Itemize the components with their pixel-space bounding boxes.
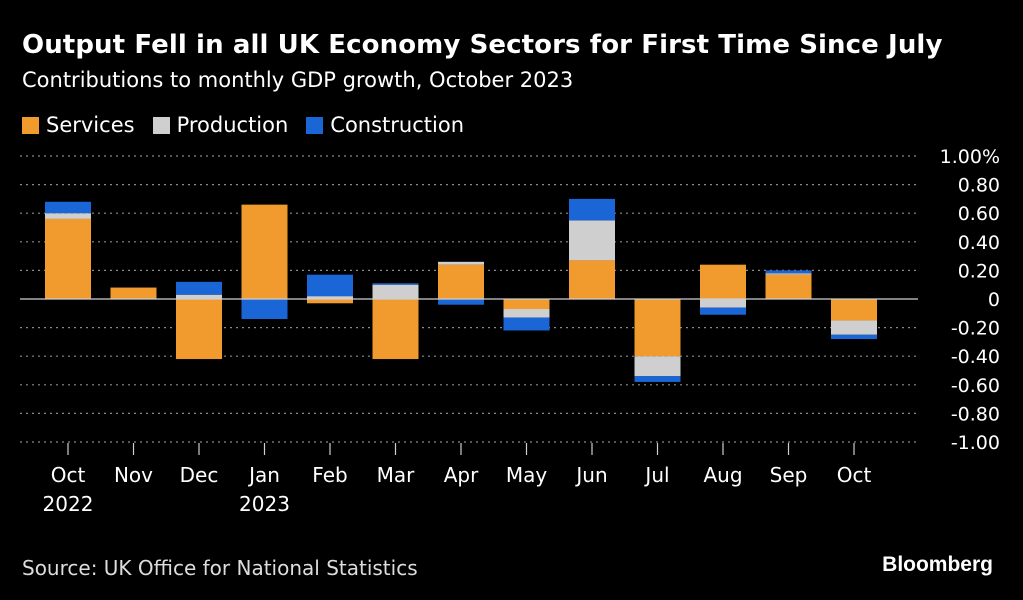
bar-construction: [503, 317, 550, 331]
bar-construction: [634, 376, 681, 382]
bar-production: [307, 296, 353, 299]
legend-swatch-production: [152, 116, 170, 134]
y-tick-label: -0.40: [951, 346, 1000, 368]
x-tick-label: 2023: [239, 492, 290, 516]
legend-swatch-construction: [306, 116, 324, 134]
bar-construction: [307, 274, 353, 297]
bar-services: [831, 299, 877, 321]
y-tick-label: 0.60: [958, 203, 1000, 225]
y-tick-label: -0.60: [951, 375, 1000, 397]
x-axis: Oct 2022 Nov Dec Jan 2023 Feb Mar Apr May Jun Jul Au…: [43, 443, 872, 516]
bar-services: [438, 264, 484, 299]
x-tick-label: Mar: [377, 463, 416, 487]
x-tick-label: Aug: [703, 463, 742, 487]
bar-production: [569, 220, 615, 261]
bar-production: [831, 320, 877, 335]
bar-services: [45, 218, 91, 299]
bar-services: [634, 299, 681, 357]
y-tick-label: 0.20: [958, 260, 1000, 282]
legend-label-production: Production: [176, 113, 289, 137]
x-tick-label: Oct: [51, 463, 86, 487]
x-tick-label: Jan: [247, 463, 280, 487]
bar-services: [372, 299, 419, 360]
legend-label-services: Services: [46, 113, 135, 137]
y-tick-label: -0.80: [951, 403, 1000, 425]
bar-construction: [831, 334, 877, 340]
bar-production: [765, 273, 812, 275]
x-tick-label: Jun: [574, 463, 607, 487]
legend-swatch-services: [22, 116, 39, 134]
legend: Services Production Construction: [22, 113, 464, 137]
bar-production: [700, 299, 746, 308]
legend-label-construction: Construction: [330, 113, 465, 137]
y-tick-label: 0.80: [958, 175, 1000, 197]
bar-services: [176, 299, 222, 360]
x-tick-label: May: [506, 463, 548, 487]
bar-construction: [438, 299, 484, 305]
bar-construction: [700, 307, 746, 315]
source-note: Source: UK Office for National Statistic…: [22, 556, 418, 580]
bar-services: [307, 299, 353, 304]
x-tick-label: Feb: [312, 463, 347, 487]
x-tick-label: Oct: [837, 463, 872, 487]
y-tick-label: 0: [988, 289, 1000, 311]
legend-item-services: Services: [22, 113, 135, 137]
bar-production: [438, 261, 484, 265]
bar-production: [45, 213, 91, 219]
bar-construction: [372, 283, 419, 285]
y-tick-label: -0.20: [951, 318, 1000, 340]
bar-production: [634, 356, 681, 377]
bar-services: [110, 287, 157, 299]
bar-services: [503, 299, 550, 310]
x-tick-label: 2022: [43, 492, 94, 516]
bar-production: [372, 284, 419, 299]
bar-services: [700, 264, 746, 299]
y-axis-labels: 1.00% 0.80 0.60 0.40 0.20 0 -0.20 -0.40 -0.60 -0.…: [940, 146, 1000, 454]
legend-item-production: Production: [152, 113, 289, 137]
legend-item-construction: Construction: [306, 113, 464, 137]
bloomberg-logo: Bloomberg: [882, 553, 993, 576]
chart-title: Output Fell in all UK Economy Sectors fo…: [22, 30, 943, 60]
x-tick-label: Sep: [770, 463, 808, 487]
bar-construction: [765, 270, 812, 274]
chart-subtitle: Contributions to monthly GDP growth, Oct…: [22, 68, 574, 92]
bar-construction: [569, 198, 615, 221]
bar-services: [241, 204, 288, 299]
bar-construction: [176, 281, 222, 295]
x-tick-label: Nov: [114, 463, 153, 487]
x-tick-label: Dec: [180, 463, 219, 487]
bar-production: [176, 294, 222, 299]
bar-services: [569, 260, 615, 299]
bar-production: [503, 309, 550, 318]
y-tick-label: 1.00%: [940, 146, 1000, 168]
bar-services: [765, 274, 812, 299]
x-tick-label: Apr: [444, 463, 479, 487]
y-tick-label: -1.00: [951, 432, 1000, 454]
x-tick-label: Jul: [643, 463, 669, 487]
bars: [45, 198, 877, 382]
y-tick-label: 0.40: [958, 232, 1000, 254]
bar-construction: [241, 299, 288, 320]
bar-construction: [45, 201, 91, 214]
